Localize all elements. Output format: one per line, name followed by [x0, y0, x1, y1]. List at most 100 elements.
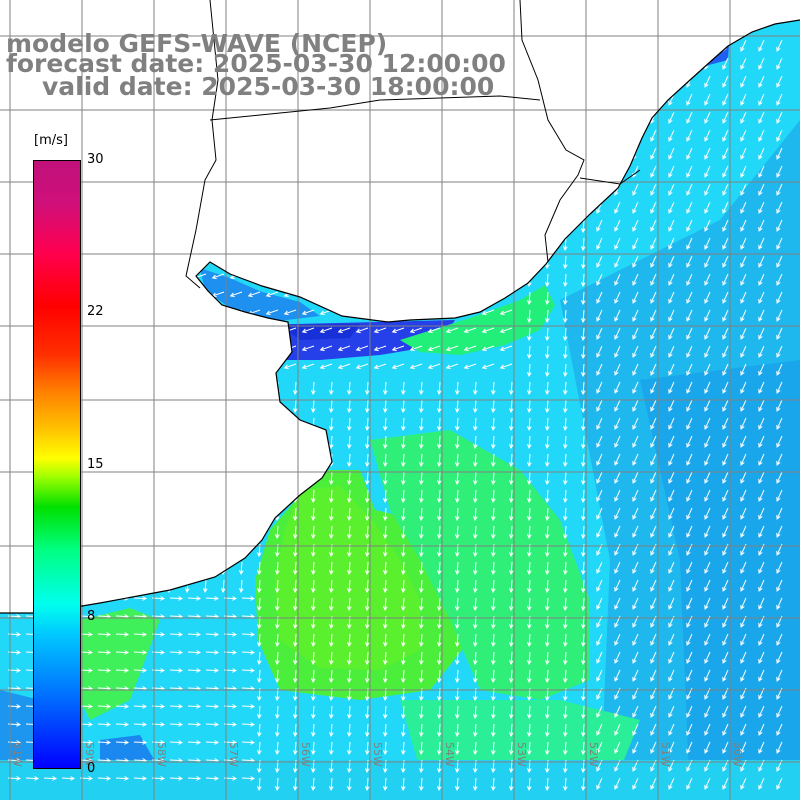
wind-arrow: [758, 669, 765, 682]
wind-arrow: [526, 345, 532, 360]
wind-arrow: [740, 273, 747, 286]
wind-arrow: [740, 435, 747, 448]
wind-arrow: [686, 165, 693, 178]
wind-arrow: [614, 273, 621, 286]
wind-arrow: [508, 381, 514, 396]
wind-arrow: [686, 651, 693, 664]
wind-arrow: [256, 777, 262, 792]
wind-arrow: [632, 741, 639, 754]
wind-arrow: [187, 740, 202, 745]
wind-arrow: [292, 381, 298, 396]
wind-arrow: [740, 255, 747, 268]
wind-arrow: [364, 489, 370, 504]
wind-arrow: [400, 507, 406, 522]
wind-arrow: [776, 327, 783, 340]
wind-arrow: [632, 561, 639, 574]
wind-arrow: [562, 309, 568, 324]
wind-arrow: [596, 381, 603, 394]
wind-arrow: [400, 381, 406, 396]
wind-arrow: [382, 435, 388, 450]
wind-arrow: [704, 579, 711, 592]
wind-arrow: [133, 632, 148, 637]
wind-arrow: [328, 633, 334, 648]
wind-arrow: [596, 705, 603, 718]
wind-arrow: [632, 291, 639, 304]
wind-arrow: [544, 471, 550, 486]
wind-arrow: [391, 345, 405, 352]
wind-arrow: [562, 777, 568, 792]
wind-arrow: [400, 453, 406, 468]
wind-arrow: [292, 597, 298, 612]
wind-arrow: [722, 705, 729, 718]
wind-arrow: [169, 668, 184, 673]
wind-arrow: [614, 579, 621, 592]
wind-arrow: [650, 291, 657, 304]
wind-arrow: [205, 596, 220, 601]
wind-arrow: [382, 777, 388, 792]
wind-arrow: [704, 381, 711, 394]
wind-arrow: [418, 633, 424, 648]
wind-arrow: [418, 417, 424, 432]
wind-arrow: [454, 561, 460, 576]
wind-arrow: [740, 723, 747, 736]
wind-arrow: [758, 705, 765, 718]
wind-arrow: [580, 561, 586, 576]
wind-arrow: [238, 561, 244, 576]
wind-arrow: [274, 777, 280, 792]
wind-arrow: [292, 777, 298, 792]
wind-arrow: [43, 776, 58, 781]
wind-arrow: [346, 561, 352, 576]
wind-arrow: [596, 597, 603, 610]
wind-arrow: [25, 776, 40, 781]
wind-arrow: [292, 723, 298, 738]
wind-arrow: [274, 525, 280, 540]
wind-arrow: [758, 489, 765, 502]
wind-arrow: [400, 471, 406, 486]
wind-arrow: [704, 525, 711, 538]
wind-arrow: [704, 741, 711, 754]
wind-arrow: [364, 669, 370, 684]
wind-arrow: [544, 327, 550, 342]
wind-arrow: [650, 471, 657, 484]
wind-arrow: [400, 561, 406, 576]
wind-arrow: [758, 75, 765, 88]
wind-arrow: [686, 705, 693, 718]
wind-arrow: [614, 777, 621, 790]
wind-arrow: [686, 579, 693, 592]
wind-arrow: [436, 561, 442, 576]
wind-arrow: [544, 489, 550, 504]
wind-arrow: [580, 417, 586, 432]
wind-arrow: [205, 668, 220, 673]
wind-arrow: [740, 363, 747, 376]
wind-arrow: [614, 741, 621, 754]
wind-arrow: [740, 39, 747, 52]
wind-arrow: [274, 669, 280, 684]
wind-arrow: [544, 651, 550, 666]
wind-arrow: [704, 435, 711, 448]
wind-arrow: [722, 93, 729, 106]
wind-arrow: [686, 777, 693, 790]
wind-arrow: [596, 309, 603, 322]
wind-arrow: [454, 579, 460, 594]
wind-arrow: [580, 705, 586, 720]
wind-arrow: [256, 669, 262, 684]
wind-arrow: [481, 345, 495, 352]
wind-arrow: [686, 741, 693, 754]
wind-arrow: [704, 453, 711, 466]
wind-arrow: [169, 596, 184, 601]
wind-arrow: [544, 381, 550, 396]
wind-arrow: [722, 453, 729, 466]
wind-arrow: [292, 669, 298, 684]
wind-arrow: [526, 489, 532, 504]
wind-arrow: [580, 363, 586, 378]
wind-arrow: [686, 669, 693, 682]
map-title-valid-date: valid date: 2025-03-30 18:00:00: [42, 72, 495, 101]
wind-arrow: [632, 597, 639, 610]
wind-arrow: [580, 327, 586, 342]
wind-arrow: [580, 237, 586, 252]
wind-arrow: [776, 633, 783, 646]
wind-arrow: [704, 237, 711, 250]
wind-arrow: [632, 327, 639, 340]
wind-arrow: [650, 417, 657, 430]
wind-arrow: [319, 345, 333, 352]
